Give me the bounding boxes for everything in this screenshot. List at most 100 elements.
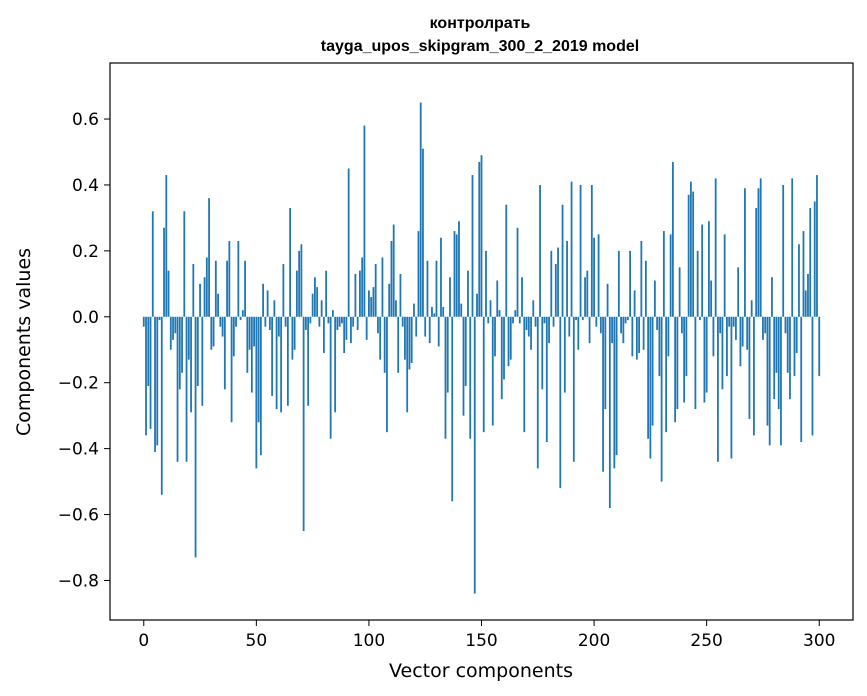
bar-95: [356, 316, 359, 330]
bar-138: [453, 231, 456, 317]
bar-237: [676, 316, 679, 410]
bar-10: [165, 175, 168, 317]
bar-27: [203, 277, 206, 317]
bar-236: [674, 316, 677, 423]
y-tick-label: 0.2: [72, 242, 99, 262]
bar-136: [449, 277, 451, 317]
bar-102: [372, 287, 375, 317]
bar-231: [662, 231, 665, 317]
y-tick-label: −0.4: [58, 440, 99, 460]
bar-4: [151, 211, 154, 317]
bar-14: [174, 316, 177, 334]
x-tick-label: 50: [246, 631, 268, 651]
bar-151: [482, 316, 485, 433]
bar-234: [669, 234, 672, 317]
bar-238: [678, 267, 681, 317]
bar-91: [347, 168, 350, 317]
bar-277: [766, 316, 769, 426]
bar-212: [620, 316, 622, 334]
bar-135: [446, 316, 449, 393]
y-tick-label: −0.6: [58, 506, 99, 526]
bar-24: [196, 316, 199, 386]
bar-289: [793, 316, 796, 377]
bar-145: [469, 316, 472, 439]
bar-45: [244, 260, 246, 317]
bar-74: [309, 316, 312, 324]
bar-25: [199, 283, 201, 317]
bar-0: [142, 316, 145, 327]
bar-177: [541, 316, 544, 390]
chart-subtitle: tayga_upos_skipgram_300_2_2019 model: [321, 38, 639, 55]
bar-225: [649, 316, 652, 459]
bar-125: [424, 316, 427, 337]
bar-158: [498, 310, 501, 317]
x-tick-label: 0: [138, 631, 149, 651]
bar-148: [476, 293, 478, 317]
bar-253: [712, 316, 715, 357]
bar-22: [192, 264, 195, 317]
bar-109: [388, 283, 391, 317]
bar-16: [178, 316, 181, 390]
bar-220: [638, 316, 641, 354]
bar-227: [653, 280, 656, 317]
bar-57: [271, 316, 274, 396]
bar-134: [444, 316, 447, 439]
bar-35: [221, 316, 224, 337]
bar-205: [604, 316, 607, 410]
bar-165: [514, 310, 517, 317]
bar-64: [286, 316, 289, 406]
bar-233: [667, 316, 670, 357]
bar-61: [280, 316, 283, 413]
x-tick-label: 150: [465, 631, 497, 651]
bar-147: [473, 316, 476, 594]
bar-48: [250, 316, 253, 393]
bar-49: [253, 316, 255, 347]
bar-246: [696, 250, 699, 317]
bar-143: [464, 316, 467, 386]
bar-149: [478, 161, 481, 317]
bar-121: [415, 316, 418, 337]
bar-23: [194, 316, 197, 558]
bar-56: [268, 316, 271, 330]
bar-122: [417, 231, 420, 317]
bar-107: [383, 316, 386, 373]
bar-181: [550, 250, 553, 317]
bar-280: [773, 316, 776, 400]
bar-118: [408, 316, 411, 370]
bar-239: [680, 316, 683, 334]
bar-82: [327, 316, 330, 324]
bar-273: [757, 188, 760, 317]
bar-254: [714, 178, 717, 317]
bar-209: [613, 316, 616, 469]
bar-175: [536, 316, 539, 469]
bar-141: [460, 303, 463, 317]
bar-299: [816, 175, 818, 317]
bar-18: [183, 211, 186, 317]
bar-139: [455, 234, 458, 317]
bar-293: [802, 231, 805, 317]
bar-153: [487, 316, 490, 324]
bar-285: [784, 316, 787, 334]
bar-171: [527, 316, 530, 337]
bar-179: [545, 316, 548, 443]
bar-17: [181, 316, 183, 373]
bar-131: [437, 316, 440, 347]
bar-202: [597, 234, 600, 317]
y-tick-label: 0.4: [72, 176, 99, 196]
bar-98: [363, 125, 366, 317]
y-tick-label: −0.8: [58, 571, 99, 591]
bar-245: [694, 316, 697, 410]
bar-270: [750, 300, 753, 317]
bar-292: [800, 316, 803, 443]
x-axis-ticks: 0 50 100 150 200 250 300: [138, 620, 835, 651]
bar-144: [467, 270, 469, 317]
bar-157: [496, 280, 499, 317]
bar-295: [807, 273, 809, 317]
y-axis-ticks: −0.8 −0.6 −0.4 −0.2 0.0 0.2 0.4 0.6: [58, 110, 110, 591]
bars-group: [142, 102, 821, 594]
bar-207: [608, 316, 611, 508]
bar-20: [187, 316, 190, 360]
bar-30: [210, 316, 213, 350]
bar-13: [172, 316, 174, 340]
bar-79: [320, 300, 323, 317]
